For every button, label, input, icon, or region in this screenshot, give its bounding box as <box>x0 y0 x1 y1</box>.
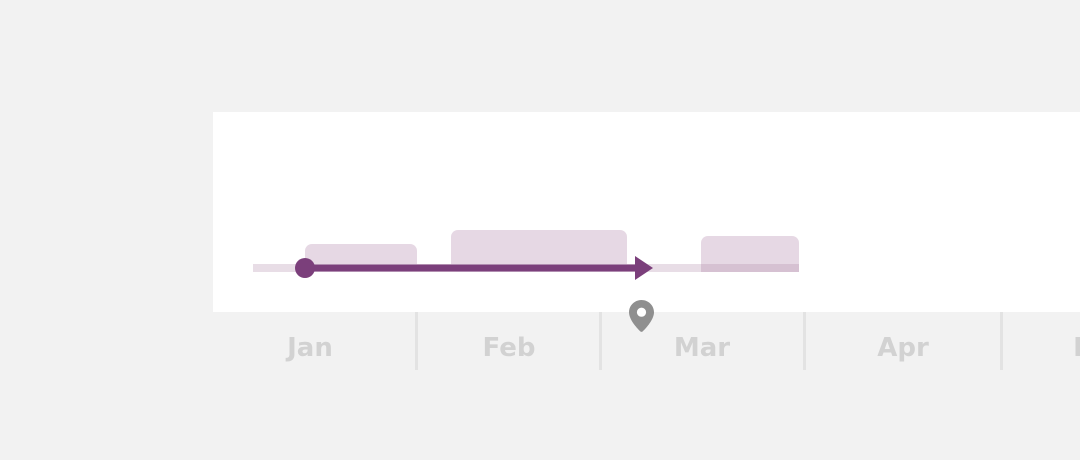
month-divider <box>599 312 602 370</box>
month-divider <box>1000 312 1003 370</box>
month-label-may-partial: M <box>1073 330 1080 366</box>
month-divider <box>415 312 418 370</box>
month-label-jan: Jan <box>287 333 333 363</box>
month-label-apr: Apr <box>877 333 929 363</box>
progress-start-dot[interactable] <box>295 258 315 278</box>
event-block-baseline-overlay <box>701 264 799 272</box>
month-label-mar: Mar <box>673 333 731 363</box>
month-label-feb: Feb <box>482 333 536 363</box>
timeline-card <box>213 112 1080 312</box>
event-block[interactable] <box>701 236 799 272</box>
location-pin-icon[interactable] <box>629 300 654 332</box>
progress-arrow-head[interactable] <box>635 256 653 280</box>
event-block[interactable] <box>451 230 627 272</box>
month-divider <box>803 312 806 370</box>
